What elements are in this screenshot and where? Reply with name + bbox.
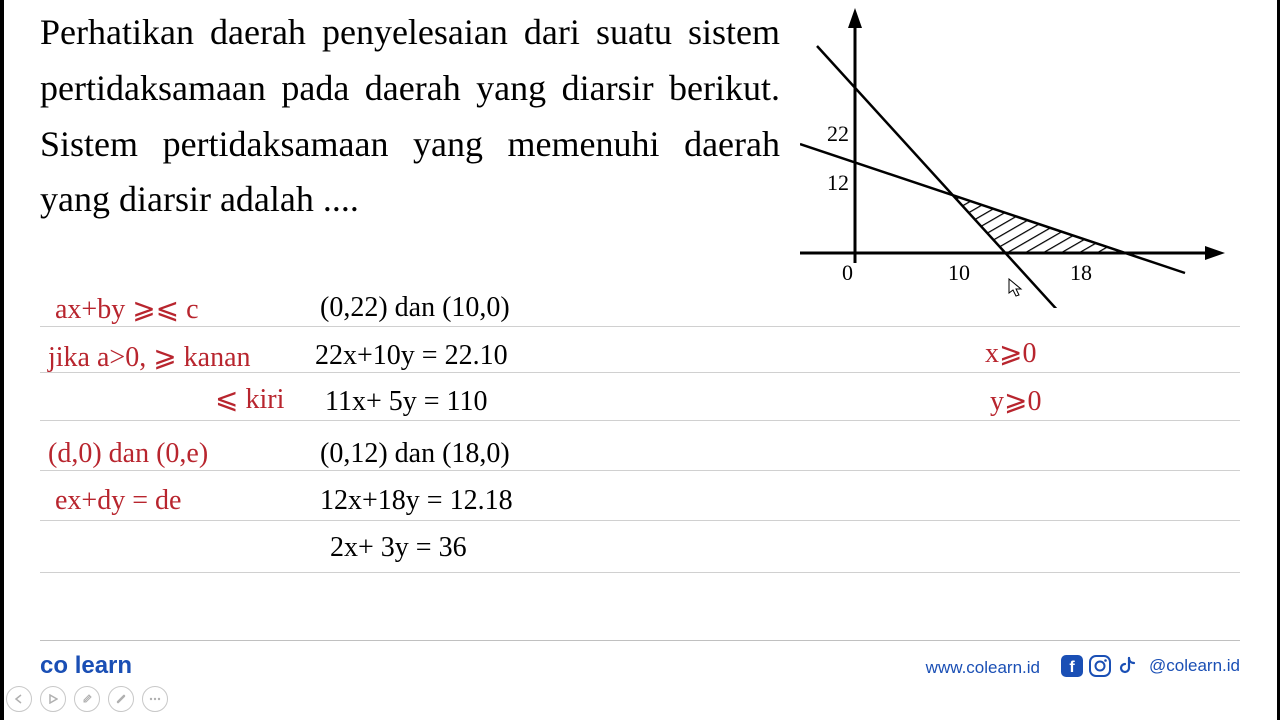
tiktok-icon[interactable] bbox=[1117, 655, 1139, 677]
brand-logo: co learn bbox=[40, 652, 132, 680]
note-black: 11x+ 5y = 110 bbox=[325, 386, 488, 418]
graph-figure: 22 12 0 10 18 bbox=[800, 8, 1230, 308]
ruled-line bbox=[40, 420, 1240, 421]
note-red: ax+by ⩾⩽ c bbox=[55, 292, 199, 326]
instagram-icon[interactable] bbox=[1089, 655, 1111, 677]
footer-url[interactable]: www.colearn.id bbox=[926, 658, 1040, 678]
x-label-10: 10 bbox=[948, 260, 970, 285]
note-red: (d,0) dan (0,e) bbox=[48, 438, 208, 470]
ruled-line bbox=[40, 470, 1240, 471]
facebook-icon[interactable]: f bbox=[1061, 655, 1083, 677]
brand-part-1: co bbox=[40, 652, 68, 679]
more-button[interactable] bbox=[142, 686, 168, 712]
problem-statement: Perhatikan daerah penyelesaian dari suat… bbox=[40, 5, 780, 228]
mouse-cursor-icon bbox=[1008, 278, 1024, 298]
note-red: ex+dy = de bbox=[55, 485, 181, 517]
note-black: 12x+18y = 12.18 bbox=[320, 485, 513, 517]
note-red: jika a>0, ⩾ kanan bbox=[48, 340, 251, 374]
prev-button[interactable] bbox=[6, 686, 32, 712]
note-black: 2x+ 3y = 36 bbox=[330, 532, 467, 564]
note-black: (0,12) dan (18,0) bbox=[320, 438, 510, 470]
y-label-12: 12 bbox=[827, 170, 849, 195]
note-black: (0,22) dan (10,0) bbox=[320, 292, 510, 324]
note-red: ⩽ kiri bbox=[215, 382, 284, 416]
note-red: x⩾0 bbox=[985, 336, 1036, 370]
brand-part-2: learn bbox=[75, 652, 132, 679]
footer-divider bbox=[40, 640, 1240, 641]
x-label-0: 0 bbox=[842, 260, 853, 285]
x-label-18: 18 bbox=[1070, 260, 1092, 285]
note-black: 22x+10y = 22.10 bbox=[315, 340, 508, 372]
y-label-22: 22 bbox=[827, 121, 849, 146]
social-handle[interactable]: @colearn.id bbox=[1149, 656, 1240, 676]
ruled-line bbox=[40, 326, 1240, 327]
ruled-line bbox=[40, 520, 1240, 521]
video-controls bbox=[6, 686, 168, 712]
play-button[interactable] bbox=[40, 686, 66, 712]
edit-button[interactable] bbox=[74, 686, 100, 712]
marker-button[interactable] bbox=[108, 686, 134, 712]
social-links: f @colearn.id bbox=[1061, 655, 1240, 677]
note-red: y⩾0 bbox=[990, 384, 1041, 418]
ruled-line bbox=[40, 572, 1240, 573]
left-page-border bbox=[0, 0, 4, 720]
svg-text:f: f bbox=[1069, 659, 1075, 676]
footer: co learn www.colearn.id f @colearn.id bbox=[0, 640, 1280, 700]
graph-svg: 22 12 0 10 18 bbox=[800, 8, 1230, 308]
